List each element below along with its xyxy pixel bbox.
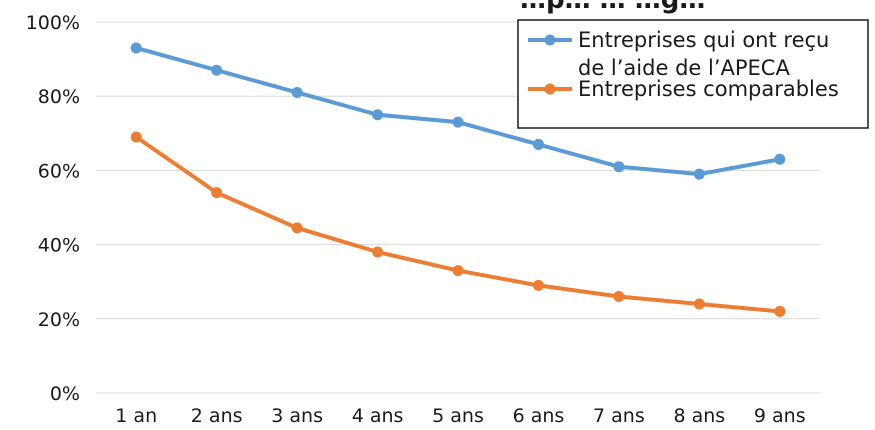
chart-title-area: …p… … …g…: [520, 0, 705, 15]
data-point: [774, 305, 786, 317]
data-point: [532, 279, 544, 291]
x-tick-label: 7 ans: [593, 405, 645, 427]
x-tick-label: 5 ans: [432, 405, 484, 427]
x-tick-label: 3 ans: [271, 405, 323, 427]
data-point: [130, 131, 142, 143]
series-2: [130, 131, 786, 317]
y-tick-label: 40%: [38, 235, 80, 257]
legend-label: de l’aide de l’APECA: [578, 56, 790, 80]
data-point: [291, 86, 303, 98]
data-point: [532, 138, 544, 150]
legend-swatch-marker: [544, 34, 556, 46]
x-axis-ticks: 1 an 2 ans 3 ans 4 ans 5 ans 6 ans 7 ans 8 ans 9…: [115, 405, 805, 427]
data-point: [452, 265, 464, 277]
data-point: [372, 109, 384, 121]
x-tick-label: 9 ans: [754, 405, 806, 427]
series-lines: [130, 42, 786, 317]
y-tick-label: 100%: [26, 12, 80, 34]
chart-title-fragment: …p… … …g…: [520, 0, 705, 15]
data-point: [613, 161, 625, 173]
x-tick-label: 8 ans: [673, 405, 725, 427]
legend-swatch-marker: [544, 83, 556, 95]
data-point: [693, 168, 705, 180]
y-tick-label: 0%: [50, 383, 80, 405]
legend: Entreprises qui ont reçu de l’aide de l’A…: [517, 19, 869, 129]
x-tick-label: 4 ans: [352, 405, 404, 427]
legend-label: Entreprises qui ont reçu: [578, 28, 829, 52]
y-tick-label: 20%: [38, 309, 80, 331]
y-tick-label: 80%: [38, 86, 80, 108]
data-point: [291, 222, 303, 234]
data-point: [211, 187, 223, 199]
data-point: [452, 116, 464, 128]
data-point: [130, 42, 142, 54]
data-point: [211, 64, 223, 76]
gridlines: [96, 21, 820, 394]
x-tick-label: 6 ans: [513, 405, 565, 427]
x-tick-label: 1 an: [115, 405, 157, 427]
data-point: [613, 291, 625, 303]
data-point: [774, 153, 786, 165]
data-point: [372, 246, 384, 258]
data-point: [693, 298, 705, 310]
x-tick-label: 2 ans: [191, 405, 243, 427]
y-axis-ticks: 0% 20% 40% 60% 80% 100%: [26, 12, 80, 405]
legend-entry: Entreprises qui ont reçu de l’aide de l’A…: [528, 28, 829, 80]
legend-label: Entreprises comparables: [578, 77, 839, 101]
series-1: [130, 42, 786, 180]
legend-box: [517, 19, 869, 129]
series-line: [134, 135, 782, 314]
y-tick-label: 60%: [38, 160, 80, 182]
legend-entry: Entreprises comparables: [528, 77, 839, 101]
